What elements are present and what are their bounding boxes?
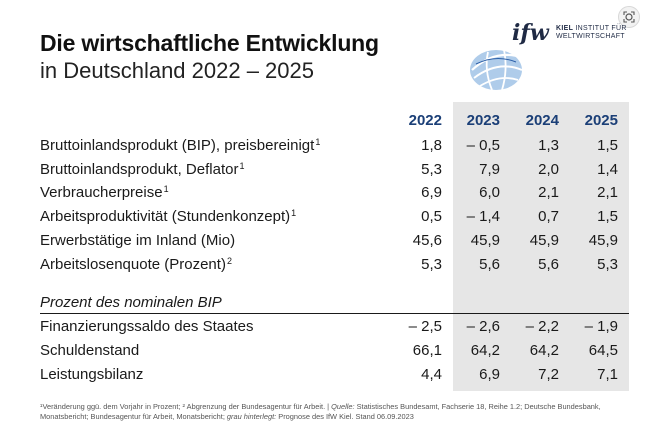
title-main: Die wirtschaftliche Entwicklung xyxy=(40,30,379,56)
table-cell: 64,2 xyxy=(529,342,559,359)
row-label: Verbraucherpreise1 xyxy=(40,184,169,201)
table-cell: 1,3 xyxy=(538,137,559,154)
table-cell: – 2,6 xyxy=(466,318,500,335)
table-cell: 5,3 xyxy=(421,161,442,178)
table-cell: 2,1 xyxy=(597,184,618,201)
table-cell: 6,0 xyxy=(479,184,500,201)
year-header-2022: 2022 xyxy=(408,112,442,129)
section-divider xyxy=(40,313,629,314)
table-cell: – 2,2 xyxy=(525,318,559,335)
table-cell: 0,5 xyxy=(421,208,442,225)
table-cell: 1,8 xyxy=(421,137,442,154)
table-cell: – 2,5 xyxy=(408,318,442,335)
row-label: Arbeitslosenquote (Prozent)2 xyxy=(40,256,232,273)
zoom-button[interactable] xyxy=(618,6,640,28)
logo-mark: ifw xyxy=(512,20,549,46)
title-sub: in Deutschland 2022 – 2025 xyxy=(40,58,314,83)
forecast-shading xyxy=(453,102,629,391)
year-header-2024: 2024 xyxy=(525,112,559,129)
section-label: Prozent des nominalen BIP xyxy=(40,294,222,311)
globe-icon xyxy=(470,49,525,91)
table-cell: 45,9 xyxy=(588,232,618,249)
expand-icon xyxy=(623,11,635,23)
ifw-logo: ifw KIEL INSTITUT FÜR WELTWIRTSCHAFT xyxy=(466,18,636,98)
table-cell: 1,5 xyxy=(597,208,618,225)
table-cell: 5,6 xyxy=(479,256,500,273)
table-cell: – 1,4 xyxy=(466,208,500,225)
table-cell: 7,1 xyxy=(597,366,618,383)
table-cell: 2,1 xyxy=(538,184,559,201)
row-label: Leistungsbilanz xyxy=(40,366,144,383)
row-label: Arbeitsproduktivität (Stundenkonzept)1 xyxy=(40,208,297,225)
table-cell: 1,5 xyxy=(597,137,618,154)
row-label: Bruttoinlandsprodukt, Deflator1 xyxy=(40,161,245,178)
table-cell: 45,6 xyxy=(412,232,442,249)
table-cell: 7,2 xyxy=(538,366,559,383)
table-cell: 0,7 xyxy=(538,208,559,225)
year-header-2023: 2023 xyxy=(466,112,500,129)
table-cell: 6,9 xyxy=(479,366,500,383)
table-cell: – 1,9 xyxy=(584,318,618,335)
row-label: Finanzierungssaldo des Staates xyxy=(40,318,254,335)
footnote: ¹Veränderung ggü. dem Vorjahr in Prozent… xyxy=(40,402,601,421)
logo-text: KIEL INSTITUT FÜR WELTWIRTSCHAFT xyxy=(556,25,627,40)
table-cell: 5,3 xyxy=(421,256,442,273)
table-cell: 64,2 xyxy=(470,342,500,359)
row-label: Erwerbstätige im Inland (Mio) xyxy=(40,232,236,249)
year-header-2025: 2025 xyxy=(584,112,618,129)
table-cell: 7,9 xyxy=(479,161,500,178)
row-label: Bruttoinlandsprodukt (BIP), preisbereini… xyxy=(40,137,321,154)
table-cell: 4,4 xyxy=(421,366,442,383)
table-cell: 66,1 xyxy=(412,342,442,359)
table-cell: 45,9 xyxy=(529,232,559,249)
table-cell: 5,6 xyxy=(538,256,559,273)
table-cell: 64,5 xyxy=(588,342,618,359)
table-cell: – 0,5 xyxy=(466,137,500,154)
table-cell: 5,3 xyxy=(597,256,618,273)
row-label: Schuldenstand xyxy=(40,342,140,359)
table-cell: 45,9 xyxy=(470,232,500,249)
table-cell: 6,9 xyxy=(421,184,442,201)
table-cell: 2,0 xyxy=(538,161,559,178)
table-cell: 1,4 xyxy=(597,161,618,178)
